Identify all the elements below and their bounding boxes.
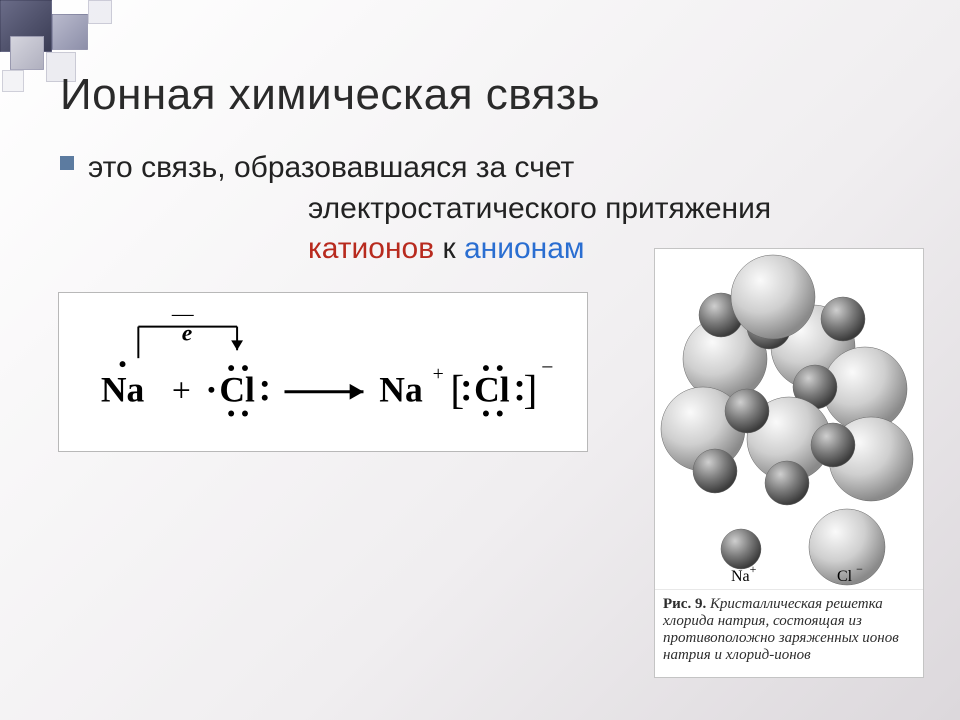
sodium-ion-sphere — [765, 461, 809, 505]
anion-word: анионам — [464, 232, 585, 265]
anion-charge: − — [541, 355, 553, 379]
kation-word: катионов — [308, 232, 434, 265]
cl-reactant: Cl — [219, 370, 255, 410]
deco-sq — [52, 14, 88, 50]
k-word: к — [434, 232, 464, 265]
body-ln2: электростатического притяжения — [308, 189, 771, 230]
sodium-ion-sphere — [821, 297, 865, 341]
equation-panel: ― e Na + Cl Na + [ Cl — [58, 292, 588, 452]
lattice-svg: Na+ Cl− — [655, 249, 925, 589]
content-area: Ионная химическая связь это связь, образ… — [60, 70, 920, 270]
body-ln1: это связь, образовавшаяся за счет — [88, 151, 574, 184]
deco-sq — [88, 0, 112, 24]
caption-head: Рис. 9. — [663, 596, 706, 612]
na-charge: + — [433, 363, 444, 385]
e-label: e — [182, 320, 193, 346]
bracket-r: ] — [523, 367, 537, 413]
slide-title: Ионная химическая связь — [60, 70, 920, 120]
plus-sign: + — [172, 373, 191, 410]
cl-product: Cl — [474, 370, 510, 410]
lattice-cluster — [661, 255, 913, 505]
bullet-icon — [60, 156, 74, 170]
equation-svg: ― e Na + Cl Na + [ Cl — [59, 293, 587, 451]
sodium-ion-sphere — [725, 389, 769, 433]
sodium-ion-sphere — [693, 449, 737, 493]
na-reactant: Na — [101, 370, 145, 410]
deco-sq — [2, 70, 24, 92]
slide: Ионная химическая связь это связь, образ… — [0, 0, 960, 720]
chloride-ion-sphere — [731, 255, 815, 339]
deco-sq — [10, 36, 44, 70]
lattice-panel: Na+ Cl− Рис. 9. Кристаллическая решетка … — [654, 248, 924, 678]
lattice-caption: Рис. 9. Кристаллическая решетка хлорида … — [655, 589, 923, 670]
na-product: Na — [379, 370, 423, 410]
bracket-l: [ — [450, 367, 464, 413]
sodium-ion-sphere — [811, 423, 855, 467]
body-ln3: катионов к анионам — [308, 229, 585, 270]
